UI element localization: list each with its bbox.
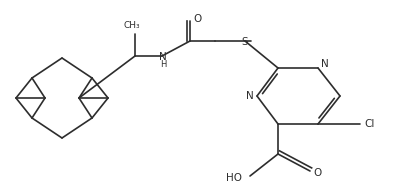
Text: CH₃: CH₃ <box>124 21 140 30</box>
Text: N: N <box>321 59 329 69</box>
Text: S: S <box>242 37 248 47</box>
Text: O: O <box>194 14 202 24</box>
Text: O: O <box>314 168 322 178</box>
Text: N: N <box>246 91 254 101</box>
Text: Cl: Cl <box>365 119 375 129</box>
Text: H: H <box>160 60 166 68</box>
Text: HO: HO <box>226 173 242 183</box>
Text: N: N <box>159 52 167 62</box>
